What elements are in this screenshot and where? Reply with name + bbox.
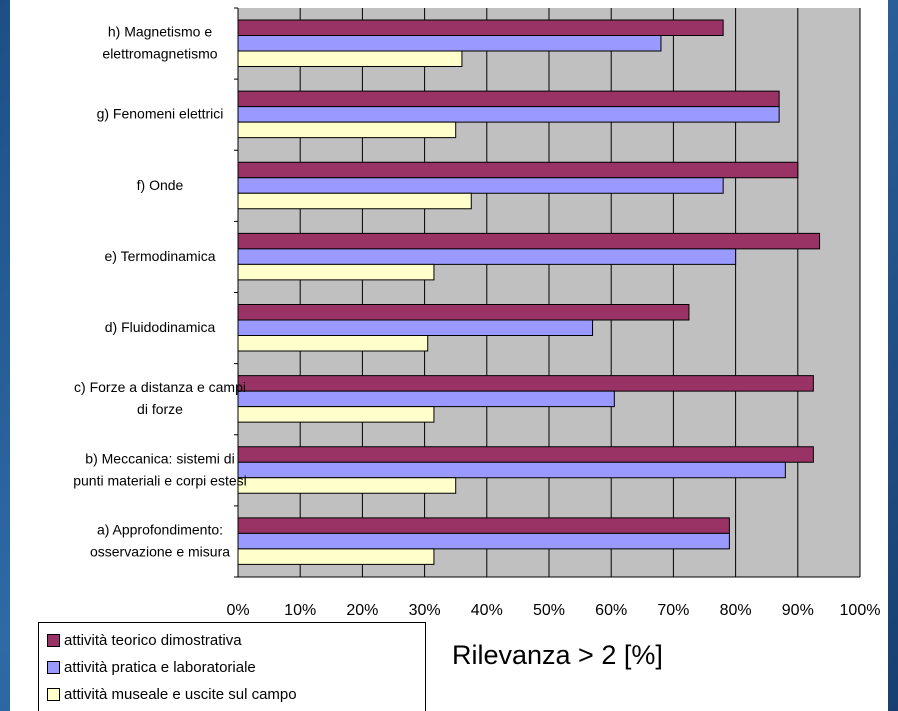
bar-museum: [237, 192, 472, 210]
bar-theory: [237, 232, 821, 250]
bar-practice: [237, 461, 786, 479]
bar-chart: 0% 10% 20% 30% 40% 50% 60% 70% 80% 90% 100% h) Magn…: [73, 7, 881, 619]
bar-theory: [237, 375, 814, 392]
x-tick-label: 80%: [720, 602, 752, 619]
legend-label-museum: attività museale e uscite sul campo: [64, 686, 297, 703]
legend-swatch-practice: [47, 661, 60, 674]
legend-item-museum: attività museale e uscite sul campo: [47, 681, 425, 708]
bar-museum: [237, 335, 429, 352]
bar-museum: [237, 477, 457, 494]
x-axis-label: Rilevanza > 2 [%]: [452, 640, 663, 670]
chart-panel: 0% 10% 20% 30% 40% 50% 60% 70% 80% 90% 100% h) Magn…: [10, 0, 888, 711]
category-label: b) Meccanica: sistemi di: [85, 450, 234, 466]
category-label: a) Approfondimento:: [97, 521, 223, 537]
bar-museum: [237, 548, 435, 565]
category-label: c) Forze a distanza e campi: [74, 379, 246, 395]
bar-practice: [237, 35, 662, 52]
x-tick-label: 40%: [471, 602, 503, 619]
bar-theory: [237, 19, 724, 36]
category-label: h) Magnetismo e: [108, 24, 212, 40]
x-tick-label: 90%: [782, 602, 814, 619]
category-label: punti materiali e corpi estesi: [73, 472, 247, 488]
x-tick-label: 100%: [840, 602, 881, 619]
legend-swatch-museum: [47, 688, 60, 701]
x-tick-label: 60%: [595, 602, 627, 619]
bar-practice: [237, 319, 594, 336]
category-label: osservazione e misura: [90, 543, 230, 559]
bar-practice: [237, 532, 730, 550]
category-label: di forze: [137, 401, 183, 417]
bar-theory: [237, 161, 799, 179]
category-label: f) Onde: [137, 177, 184, 193]
bar-museum: [237, 50, 463, 67]
category-label: e) Termodinamica: [104, 248, 215, 264]
bar-museum: [237, 406, 435, 423]
x-tick-label: 20%: [346, 602, 378, 619]
x-tick-label: 50%: [533, 602, 565, 619]
x-tick-label: 0%: [226, 602, 249, 619]
category-label: g) Fenomeni elettrici: [97, 106, 224, 122]
legend-label-practice: attività pratica e laboratoriale: [64, 659, 256, 676]
x-tick-label: 70%: [657, 602, 689, 619]
legend-swatch-theory: [47, 634, 60, 647]
legend-item-theory: attività teorico dimostrativa: [47, 627, 425, 654]
bar-practice: [237, 106, 780, 123]
bar-theory: [237, 446, 814, 463]
legend-item-practice: attività pratica e laboratoriale: [47, 654, 425, 681]
chart-legend: attività teorico dimostrativa attività p…: [38, 622, 426, 711]
x-tick-label: 10%: [284, 602, 316, 619]
category-label: d) Fluidodinamica: [105, 319, 216, 335]
bar-practice: [237, 248, 737, 265]
bar-theory: [237, 304, 690, 321]
legend-label-theory: attività teorico dimostrativa: [64, 632, 242, 649]
bar-museum: [237, 121, 457, 139]
x-tick-label: 30%: [409, 602, 441, 619]
bar-practice: [237, 177, 724, 194]
category-label: elettromagnetismo: [102, 46, 217, 62]
bar-museum: [237, 263, 435, 281]
bar-practice: [237, 390, 615, 408]
bar-theory: [237, 90, 780, 108]
bar-theory: [237, 517, 730, 534]
